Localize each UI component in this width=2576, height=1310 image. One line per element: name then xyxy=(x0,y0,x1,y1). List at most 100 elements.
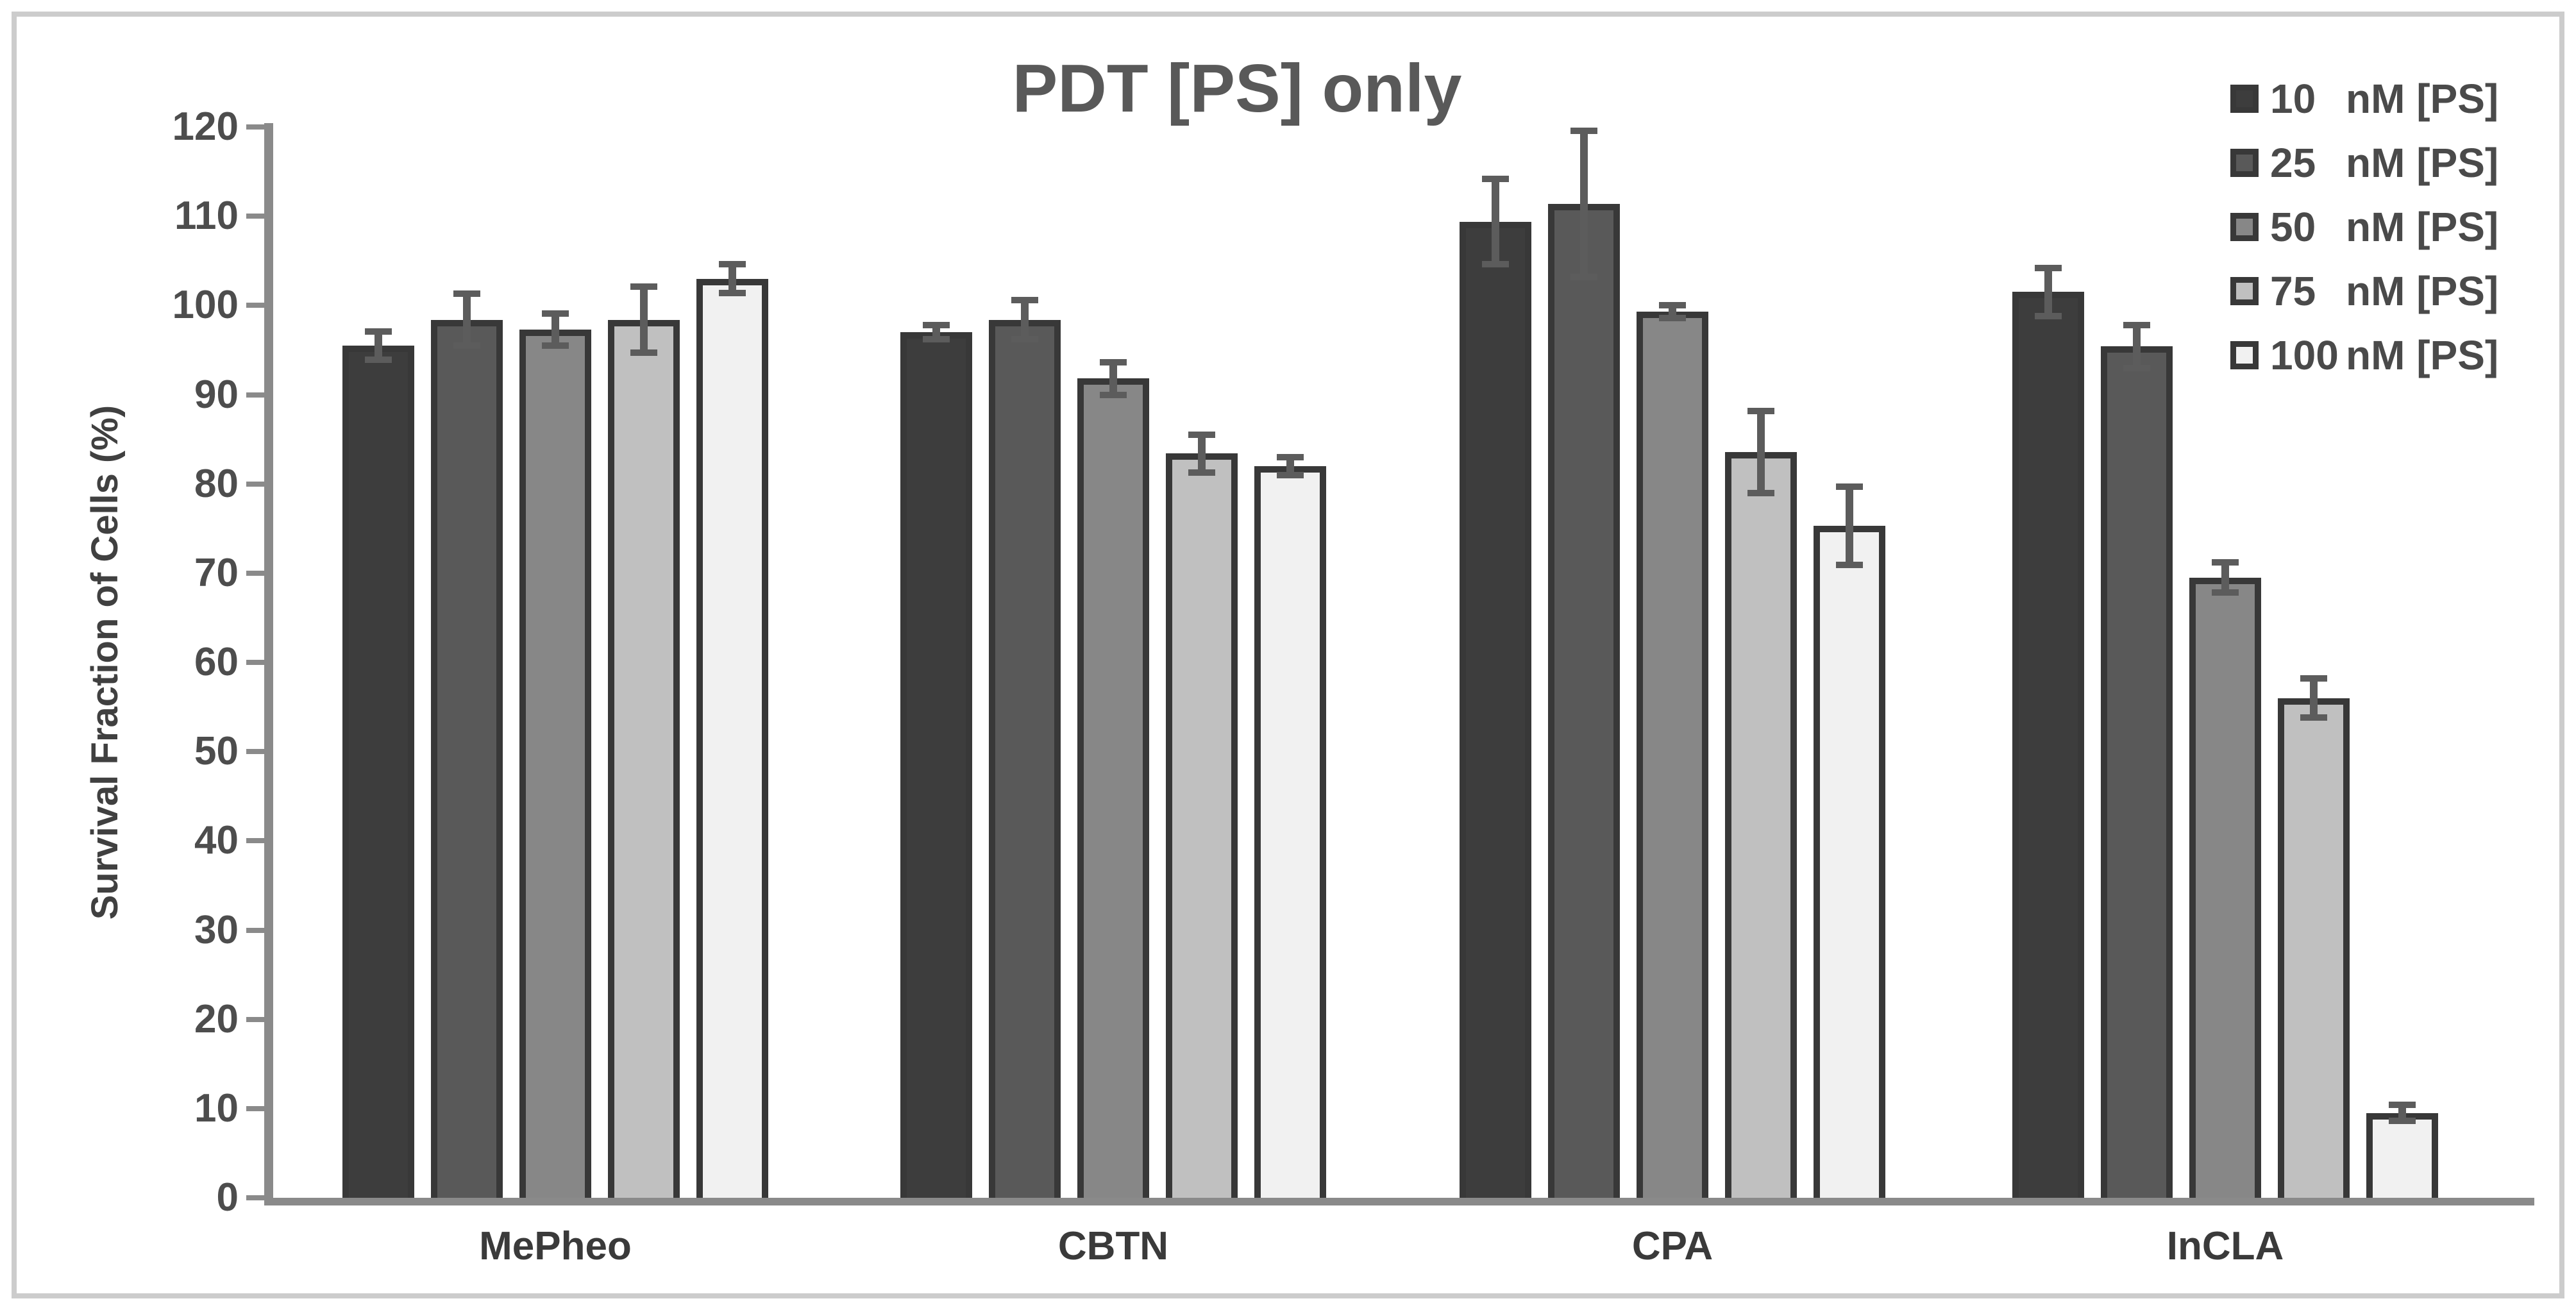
legend-swatch xyxy=(2230,149,2259,177)
y-tick-label: 110 xyxy=(174,194,239,239)
error-bar-stem xyxy=(932,324,940,340)
error-bar-stem xyxy=(1580,130,1588,277)
error-bar-cap-top xyxy=(453,290,480,298)
y-axis-line xyxy=(264,123,273,1205)
error-bar-stem xyxy=(2398,1105,2406,1121)
y-tick-label: 50 xyxy=(194,729,239,774)
bar-MePheo-10nM xyxy=(342,345,414,1198)
error-bar-stem xyxy=(2221,562,2229,593)
legend-label-unit: nM [PS] xyxy=(2346,76,2499,122)
error-bar-cap-bottom xyxy=(542,342,569,349)
error-bar-cap-top xyxy=(1482,175,1509,182)
y-tick-mark xyxy=(246,749,264,755)
error-bar-stem xyxy=(2044,267,2052,317)
error-bar-stem xyxy=(1846,486,1853,566)
error-bar-cap-bottom xyxy=(1570,273,1597,280)
bar-CBTN-25nM xyxy=(989,319,1061,1198)
error-bar-cap-bottom xyxy=(1277,471,1304,478)
x-category-label-CBTN: CBTN xyxy=(1057,1224,1169,1268)
bar-CBTN-10nM xyxy=(900,332,972,1198)
y-tick-mark xyxy=(246,1016,264,1022)
error-bar-stem xyxy=(1492,178,1499,265)
y-tick-label: 100 xyxy=(172,283,239,328)
y-axis-title: Survival Fraction of Cells (%) xyxy=(84,405,126,920)
y-tick-mark xyxy=(246,214,264,219)
error-bar-cap-top xyxy=(1836,483,1863,490)
y-tick-label: 60 xyxy=(194,640,239,684)
error-bar-cap-top xyxy=(1011,296,1038,303)
error-bar-cap-bottom xyxy=(1747,489,1774,496)
error-bar-cap-top xyxy=(365,328,392,335)
y-tick-label: 120 xyxy=(172,105,239,149)
bar-InCLA-100nM xyxy=(2366,1113,2438,1198)
y-tick-mark xyxy=(246,1195,264,1200)
bar-MePheo-50nM xyxy=(519,329,591,1198)
error-bar-cap-top xyxy=(630,283,657,290)
error-bar-cap-bottom xyxy=(1836,562,1863,569)
error-bar-cap-bottom xyxy=(630,349,657,357)
bar-MePheo-25nM xyxy=(431,319,503,1198)
error-bar-cap-top xyxy=(1188,432,1215,439)
error-bar-cap-top xyxy=(2212,559,2239,566)
y-tick-label: 0 xyxy=(216,1175,239,1220)
error-bar-stem xyxy=(728,264,736,293)
bar-CBTN-75nM xyxy=(1166,453,1238,1198)
legend-label-unit: nM [PS] xyxy=(2346,140,2499,186)
y-tick-label: 30 xyxy=(194,907,239,952)
y-tick-label: 40 xyxy=(194,818,239,863)
error-bar-cap-top xyxy=(2389,1102,2416,1109)
error-bar-stem xyxy=(640,287,648,353)
legend-label-num: 100 xyxy=(2270,332,2339,378)
legend-swatch xyxy=(2230,85,2259,113)
y-tick-mark xyxy=(246,392,264,398)
x-axis-line xyxy=(264,1198,2534,1205)
bar-MePheo-75nM xyxy=(608,319,680,1198)
bar-CPA-75nM xyxy=(1725,451,1797,1198)
legend-swatch xyxy=(2230,277,2259,305)
error-bar-cap-top xyxy=(719,261,746,268)
y-tick-mark xyxy=(246,481,264,487)
x-category-label-InCLA: InCLA xyxy=(2166,1224,2284,1268)
bar-CPA-100nM xyxy=(1814,526,1885,1198)
y-tick-mark xyxy=(246,124,264,130)
error-bar-cap-bottom xyxy=(2300,714,2327,721)
error-bar-cap-bottom xyxy=(1011,336,1038,343)
error-bar-cap-bottom xyxy=(719,289,746,296)
error-bar-stem xyxy=(551,313,559,346)
legend-label-num: 50 xyxy=(2270,204,2316,250)
bar-CBTN-100nM xyxy=(1254,466,1326,1198)
error-bar-cap-bottom xyxy=(1100,391,1127,398)
error-bar-cap-top xyxy=(2035,264,2062,271)
error-bar-cap-top xyxy=(923,321,950,328)
y-tick-label: 20 xyxy=(194,996,239,1041)
y-tick-label: 10 xyxy=(194,1086,239,1130)
error-bar-cap-bottom xyxy=(1482,261,1509,268)
error-bar-stem xyxy=(1198,435,1206,473)
error-bar-stem xyxy=(1286,457,1294,475)
y-tick-label: 70 xyxy=(194,550,239,595)
legend-label-num: 10 xyxy=(2270,76,2316,122)
legend-label-unit: nM [PS] xyxy=(2346,332,2499,378)
error-bar-stem xyxy=(2133,324,2141,368)
error-bar-cap-bottom xyxy=(1188,469,1215,476)
error-bar-cap-bottom xyxy=(2035,313,2062,320)
y-tick-mark xyxy=(246,1105,264,1111)
error-bar-cap-bottom xyxy=(2123,364,2150,371)
error-bar-cap-top xyxy=(2123,321,2150,328)
error-bar-cap-bottom xyxy=(365,357,392,364)
legend-swatch xyxy=(2230,341,2259,369)
bar-CPA-10nM xyxy=(1460,221,1531,1198)
legend-label-num: 75 xyxy=(2270,268,2316,314)
error-bar-cap-bottom xyxy=(453,342,480,349)
error-bar-cap-bottom xyxy=(923,336,950,343)
error-bar-cap-top xyxy=(542,310,569,317)
legend-label-unit: nM [PS] xyxy=(2346,268,2499,314)
bar-InCLA-50nM xyxy=(2189,577,2261,1198)
bar-CPA-25nM xyxy=(1548,203,1620,1198)
error-bar-stem xyxy=(1021,299,1029,340)
error-bar-stem xyxy=(1757,410,1765,493)
error-bar-cap-top xyxy=(1570,127,1597,134)
error-bar-cap-top xyxy=(1747,407,1774,414)
error-bar-cap-bottom xyxy=(2389,1118,2416,1125)
